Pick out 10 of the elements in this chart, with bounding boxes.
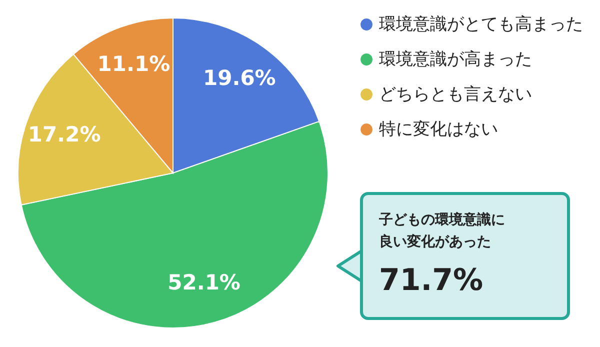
text: 子どもの環境意識に良い変化があった (379, 210, 506, 252)
data-label: 11.1% (97, 52, 170, 76)
legend-label: 特に変化はない (379, 120, 498, 140)
legend-label: 環境意識が高まった (379, 50, 532, 70)
legend-label: 環境意識がとても高まった (379, 14, 583, 34)
text: 71.7% (379, 263, 484, 298)
legend-label: どちらとも言えない (379, 84, 532, 104)
data-label: 52.1% (168, 270, 240, 295)
data-label: 17.2% (28, 122, 101, 146)
data-label: 19.6% (202, 66, 276, 90)
